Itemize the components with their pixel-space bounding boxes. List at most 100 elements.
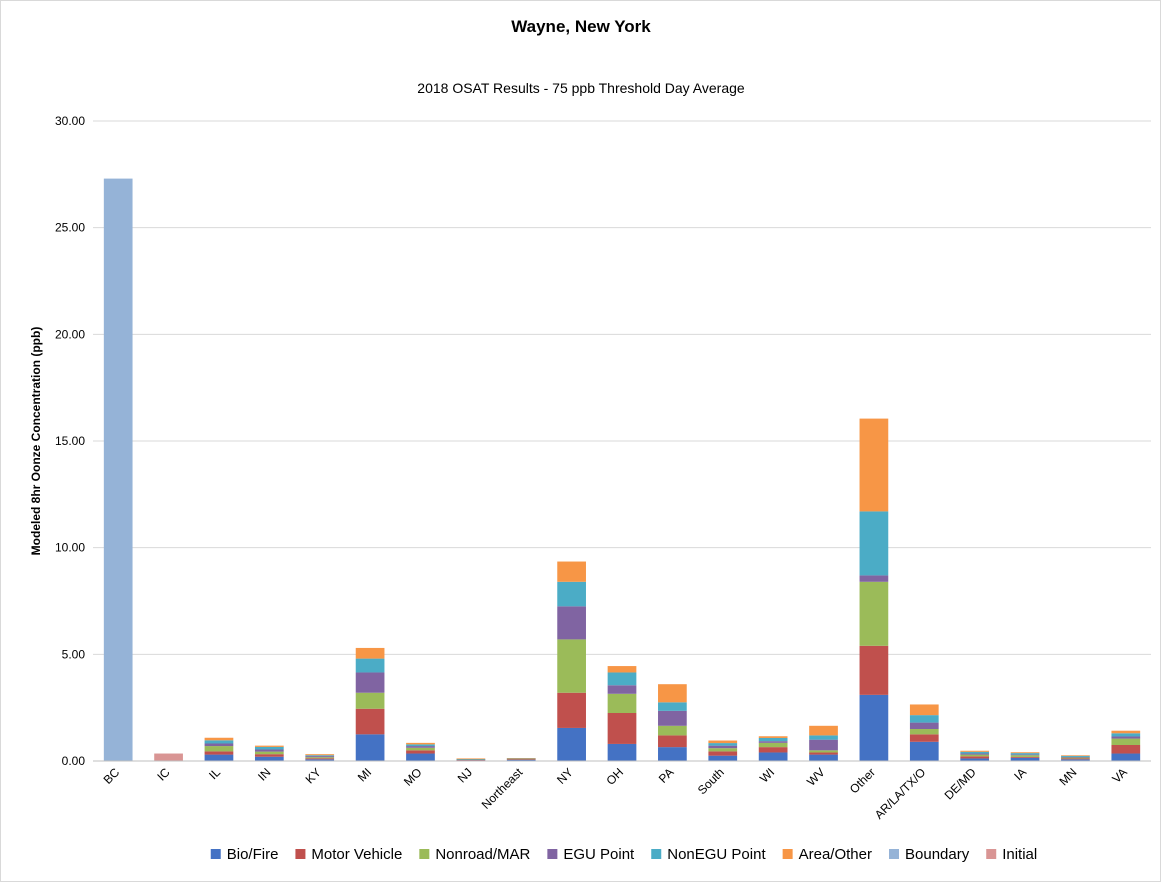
x-tick-label: MO (401, 765, 425, 789)
bar-segment (708, 740, 738, 744)
bar-segment (1111, 733, 1141, 737)
axes: 0.00 5.00 10.00 15.00 20.00 25.00 30.00 BC IC IL I… (55, 114, 1151, 822)
legend-item: Initial (986, 846, 1037, 863)
legend-label: EGU Point (563, 846, 635, 863)
bar-segment (355, 692, 385, 709)
bar-segment (305, 759, 335, 761)
bar-segment (758, 747, 788, 753)
bar-segment (658, 735, 687, 748)
bar-segment (1111, 753, 1141, 761)
bar-segment (1010, 753, 1040, 755)
bar-segment (758, 736, 788, 738)
bar-segment (355, 734, 385, 761)
bar-segment (708, 751, 738, 756)
y-tick-label: 10.00 (55, 541, 85, 555)
bar-segment (859, 418, 889, 512)
x-tick-label: IN (255, 765, 273, 783)
legend-swatch (651, 849, 662, 859)
bar-segment (909, 741, 939, 761)
bar-segment (305, 757, 335, 759)
x-tick-label: WV (804, 765, 828, 789)
bar-segment (204, 746, 234, 752)
bar-segment (254, 754, 284, 757)
x-tick-label: MI (355, 765, 374, 784)
y-tick-label: 15.00 (55, 434, 85, 448)
bar-segment (355, 708, 385, 735)
bar-segment (658, 702, 687, 711)
x-tick-label: VA (1109, 765, 1130, 786)
x-tick-label: NY (554, 765, 576, 787)
bar-segment (506, 758, 536, 760)
bar-segment (1061, 756, 1090, 758)
bar-segment (1111, 736, 1141, 739)
bar-segment (859, 575, 889, 582)
bar-segment (1061, 758, 1090, 760)
bar-segment (809, 739, 838, 751)
x-tick-label: WI (757, 765, 777, 785)
legend-item: Bio/Fire (210, 846, 279, 863)
bar-segment (909, 729, 939, 735)
legend-label: Nonroad/MAR (435, 846, 530, 863)
legend-label: Motor Vehicle (311, 846, 402, 863)
x-tick-label: MN (1056, 765, 1079, 788)
bar-segment (607, 666, 637, 673)
bar-segment (103, 178, 133, 762)
bar-segment (204, 751, 234, 755)
bar-segment (809, 735, 838, 740)
bar-segment (960, 750, 990, 752)
bar-segment (960, 758, 990, 761)
bar-segment (758, 752, 788, 761)
bar-segment (909, 722, 939, 729)
bar-segment (909, 704, 939, 716)
bar-segment (506, 759, 536, 761)
x-tick-label: IA (1011, 765, 1029, 783)
bar-segment (658, 725, 687, 736)
legend-swatch (295, 849, 306, 859)
bar-segment (406, 744, 435, 747)
y-tick-label: 25.00 (55, 221, 85, 235)
bar-segment (658, 684, 687, 703)
bar-segment (1111, 738, 1141, 745)
bar-segment (557, 561, 586, 582)
bar-segment (658, 747, 687, 761)
bar-segment (456, 758, 486, 760)
bar-segment (859, 511, 889, 576)
bar-segment (607, 743, 637, 761)
legend-swatch (986, 849, 997, 859)
bar-segment (607, 713, 637, 744)
bar-segment (859, 694, 889, 761)
bar-segment (557, 581, 586, 607)
x-tick-label: AR/LA/TX/O (872, 765, 929, 822)
legend-item: Boundary (889, 846, 970, 863)
bar-segment (658, 710, 687, 726)
legend-label: NonEGU Point (667, 846, 766, 863)
bar-segment (607, 672, 637, 686)
bar-segment (1010, 757, 1040, 761)
bar-segment (1061, 755, 1090, 756)
bar-segment (809, 752, 838, 755)
bar-segment (960, 753, 990, 755)
legend-swatch (547, 849, 558, 859)
bar-segment (557, 639, 586, 693)
bar-segment (758, 741, 788, 743)
bar-segment (305, 758, 335, 760)
bar-segment (557, 606, 586, 640)
bar-segment (1111, 730, 1141, 734)
bar-segment (406, 746, 435, 748)
legend-label: Area/Other (799, 846, 872, 863)
bar-segment (1061, 759, 1090, 761)
legend-item: EGU Point (547, 846, 635, 863)
bar-segment (758, 737, 788, 742)
bar-segment (1010, 755, 1040, 757)
x-tick-label: OH (603, 765, 626, 788)
bar-segment (406, 753, 435, 761)
bar-segment (305, 755, 335, 757)
bar-segment (305, 756, 335, 758)
bar-segment (607, 693, 637, 713)
x-tick-label: IL (206, 765, 223, 782)
bar-segment (355, 647, 385, 659)
bars (103, 178, 1141, 762)
chart-title: Wayne, New York (511, 17, 651, 36)
legend-label: Bio/Fire (227, 846, 279, 863)
